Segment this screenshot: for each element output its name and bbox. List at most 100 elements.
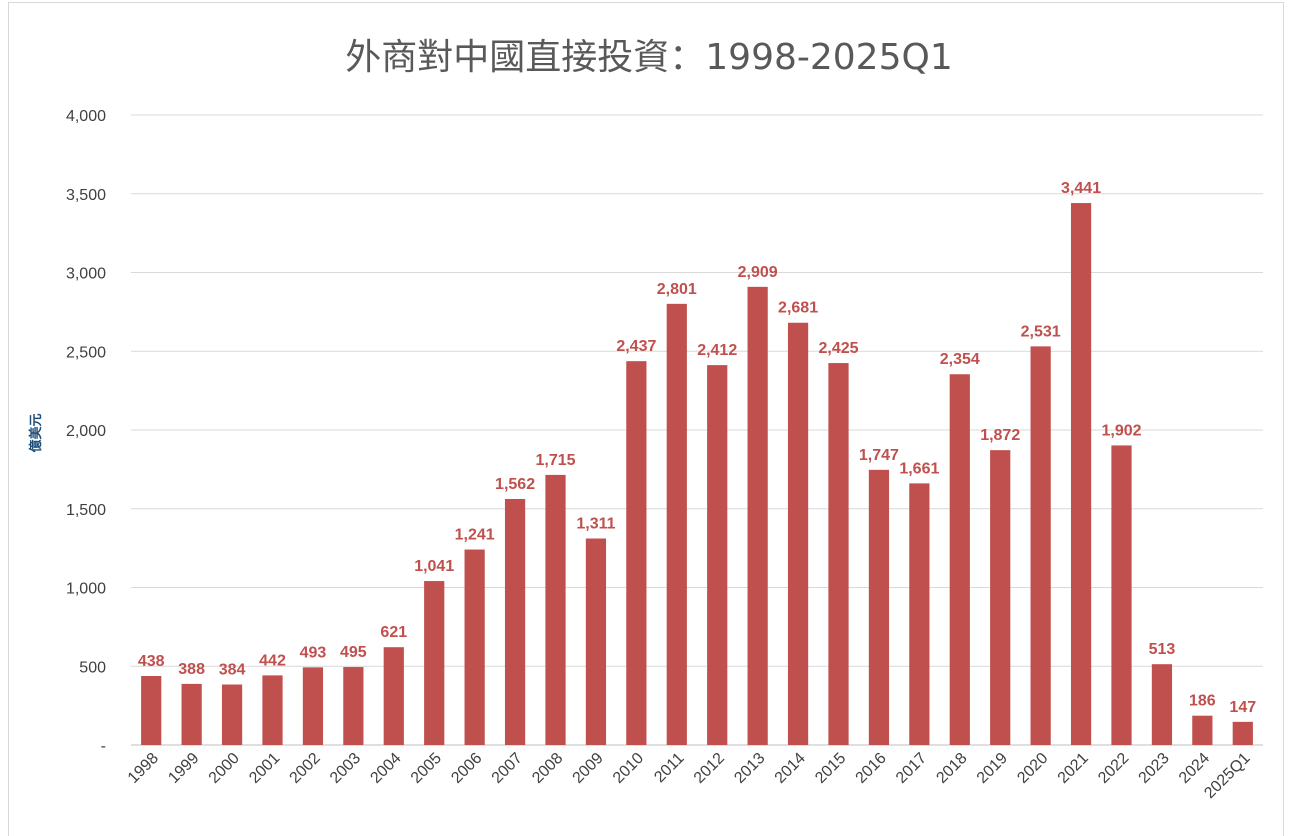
x-tick-label: 2024 <box>1176 750 1213 787</box>
bars <box>141 203 1253 746</box>
bar <box>1030 346 1051 745</box>
bar <box>666 303 687 745</box>
data-label: 384 <box>219 662 246 679</box>
bar <box>262 675 283 745</box>
bar <box>787 322 809 745</box>
chart-title: 外商對中國直接投資：1998-2025Q1 <box>345 37 952 78</box>
data-label: 2,354 <box>940 351 980 368</box>
data-label: 1,041 <box>414 558 454 575</box>
y-axis-ticks: - 500 1,000 1,500 2,000 2,500 3,000 3,500 4,000 <box>66 108 106 755</box>
bar <box>1192 715 1213 745</box>
bar <box>1111 445 1132 745</box>
data-label: 438 <box>138 653 165 670</box>
bar <box>424 581 445 745</box>
x-tick-label: 1998 <box>125 750 162 787</box>
data-label: 1,562 <box>495 476 535 493</box>
x-tick-label: 2001 <box>246 750 283 787</box>
bar <box>383 647 404 745</box>
x-axis-ticks: 1998 1999 2000 2001 2002 2003 2004 2005 2006 2007… <box>125 750 1254 802</box>
x-tick-label: 2011 <box>651 750 687 786</box>
bar-chart: 外商對中國直接投資：1998-2025Q1 億美元 - 500 1,000 1,500… <box>28 37 1263 802</box>
y-tick-label: 3,500 <box>66 187 106 204</box>
x-tick-label: 1999 <box>165 750 202 787</box>
bar <box>747 286 768 745</box>
data-label: 513 <box>1149 641 1176 658</box>
y-tick-label: 4,000 <box>66 108 106 125</box>
data-label: 1,661 <box>899 460 939 477</box>
bar <box>181 683 202 745</box>
data-label: 1,715 <box>535 452 575 469</box>
x-tick-label: 2025Q1 <box>1201 750 1253 802</box>
bar <box>626 361 647 745</box>
y-tick-label: 2,000 <box>66 423 106 440</box>
data-label: 388 <box>178 661 205 678</box>
x-tick-label: 2008 <box>529 750 566 787</box>
bar <box>221 684 243 745</box>
x-tick-label: 2023 <box>1136 750 1173 787</box>
data-label: 442 <box>259 652 286 669</box>
x-tick-label: 2022 <box>1095 750 1132 787</box>
bar <box>302 667 324 745</box>
data-label: 2,425 <box>818 340 858 357</box>
x-tick-label: 2000 <box>206 750 243 787</box>
data-label: 2,531 <box>1021 323 1061 340</box>
x-tick-label: 2019 <box>974 750 1011 787</box>
data-label: 1,311 <box>576 516 615 533</box>
bar <box>868 469 890 745</box>
y-tick-label: 3,000 <box>66 266 106 283</box>
x-tick-label: 2017 <box>893 750 930 787</box>
gridlines <box>131 114 1263 746</box>
data-label: 1,241 <box>455 527 495 544</box>
bar <box>343 667 364 745</box>
bar <box>585 538 607 745</box>
data-label: 621 <box>380 624 407 641</box>
x-tick-label: 2003 <box>327 750 364 787</box>
x-tick-label: 2014 <box>772 750 809 787</box>
x-tick-label: 2006 <box>448 750 485 787</box>
x-tick-label: 2010 <box>610 750 647 787</box>
bar <box>707 365 728 745</box>
bar <box>1232 721 1253 745</box>
x-tick-label: 2012 <box>691 750 728 787</box>
x-tick-label: 2004 <box>367 750 404 787</box>
data-label: 147 <box>1229 699 1256 716</box>
data-label: 2,681 <box>778 300 818 317</box>
bar <box>990 450 1011 745</box>
chart-frame: 外商對中國直接投資：1998-2025Q1 億美元 - 500 1,000 1,500… <box>8 2 1284 836</box>
y-axis-label: 億美元 <box>28 413 43 452</box>
x-tick-label: 2015 <box>812 750 849 787</box>
data-label: 1,747 <box>859 447 899 464</box>
x-tick-label: 2020 <box>1014 750 1051 787</box>
y-tick-label: 2,500 <box>66 344 106 361</box>
x-tick-label: 2002 <box>287 750 324 787</box>
bar <box>545 474 566 745</box>
bar <box>949 374 970 745</box>
data-label: 186 <box>1189 693 1216 710</box>
y-tick-label: - <box>101 738 106 755</box>
x-tick-label: 2021 <box>1055 750 1092 787</box>
data-label: 493 <box>300 644 327 661</box>
data-label: 495 <box>340 644 367 661</box>
y-tick-label: 1,000 <box>66 581 106 598</box>
x-tick-label: 2007 <box>489 750 526 787</box>
bar <box>1151 664 1173 745</box>
data-label: 1,902 <box>1101 422 1141 439</box>
bar <box>504 498 526 745</box>
bar <box>909 483 930 745</box>
bar <box>828 363 849 745</box>
data-label: 2,801 <box>657 281 697 298</box>
data-label: 1,872 <box>980 427 1020 444</box>
x-tick-label: 2018 <box>933 750 970 787</box>
y-tick-label: 500 <box>79 659 106 676</box>
data-label: 2,412 <box>697 342 737 359</box>
x-tick-label: 2005 <box>408 750 445 787</box>
data-label: 3,441 <box>1061 180 1101 197</box>
data-label: 2,909 <box>738 264 778 281</box>
bar <box>141 676 162 745</box>
data-label: 2,437 <box>616 338 656 355</box>
bar <box>1070 203 1092 746</box>
bar <box>464 549 485 745</box>
x-tick-label: 2009 <box>570 750 607 787</box>
y-tick-label: 1,500 <box>66 502 106 519</box>
